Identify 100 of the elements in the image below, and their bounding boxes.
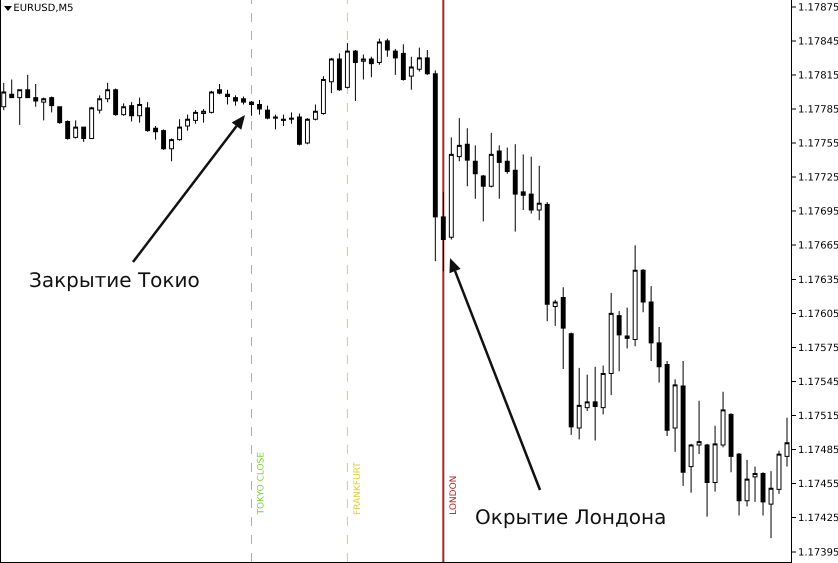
candlestick bbox=[185, 114, 190, 132]
candlestick bbox=[73, 120, 78, 140]
candlestick bbox=[209, 90, 214, 114]
candlestick bbox=[472, 144, 478, 200]
y-tick-label: 1.17815 bbox=[798, 70, 838, 82]
candlestick bbox=[368, 56, 374, 78]
candlestick bbox=[432, 70, 438, 262]
candlestick bbox=[129, 102, 134, 122]
candlestick bbox=[416, 47, 422, 72]
candlestick bbox=[776, 450, 782, 494]
candlestick bbox=[784, 417, 790, 468]
candlestick bbox=[504, 147, 510, 174]
candlestick bbox=[640, 268, 646, 313]
candlestick bbox=[320, 76, 326, 116]
candlestick bbox=[656, 326, 662, 384]
candlestick bbox=[265, 105, 270, 120]
candlestick bbox=[600, 365, 606, 415]
candlestick bbox=[560, 286, 566, 370]
candlestick bbox=[257, 99, 262, 116]
y-tick-label: 1.17515 bbox=[798, 411, 838, 422]
candlestick bbox=[65, 120, 70, 140]
annotation: Окрытие Лондона bbox=[475, 505, 666, 529]
candlestick bbox=[536, 165, 542, 221]
candlestick bbox=[296, 113, 302, 146]
candlestick bbox=[97, 94, 102, 114]
candlestick bbox=[336, 52, 342, 92]
candlestick bbox=[728, 412, 734, 473]
candlestick bbox=[145, 102, 150, 132]
candlestick bbox=[760, 472, 766, 516]
candlestick bbox=[360, 54, 366, 80]
candlestick bbox=[344, 42, 350, 90]
candlestick bbox=[217, 84, 222, 95]
candlestick bbox=[57, 106, 62, 124]
candlestick bbox=[121, 102, 126, 116]
candlestick bbox=[169, 138, 174, 162]
y-tick-label: 1.17785 bbox=[798, 104, 838, 116]
candlestick bbox=[696, 400, 702, 455]
candlestick bbox=[488, 132, 494, 188]
candlestick bbox=[448, 136, 454, 240]
candlestick bbox=[744, 459, 750, 507]
candlestick bbox=[616, 310, 622, 372]
candlestick bbox=[520, 154, 526, 211]
y-tick-label: 1.17875 bbox=[798, 2, 838, 14]
chart-title: EURUSD,M5 bbox=[13, 2, 74, 14]
candlestick bbox=[720, 391, 726, 448]
candlestick bbox=[408, 56, 414, 90]
candlestick bbox=[177, 118, 182, 142]
candlestick bbox=[137, 97, 142, 124]
candlestick bbox=[161, 128, 166, 150]
candlestick bbox=[632, 244, 638, 347]
candlestick bbox=[440, 191, 446, 272]
candlestick bbox=[528, 156, 534, 214]
candlestick bbox=[81, 126, 86, 142]
candlestick bbox=[688, 443, 694, 494]
y-tick-label: 1.17575 bbox=[798, 342, 838, 354]
candlestick bbox=[352, 49, 358, 102]
candlestick bbox=[201, 108, 206, 124]
candlestick bbox=[33, 84, 38, 108]
candlestick bbox=[273, 114, 278, 130]
y-tick-label: 1.17665 bbox=[798, 240, 838, 252]
annotation: TOKYO CLOSE bbox=[256, 452, 266, 516]
candlestick bbox=[193, 110, 198, 124]
candlestick bbox=[400, 44, 406, 82]
candlestick bbox=[584, 374, 590, 412]
y-tick-label: 1.17695 bbox=[798, 206, 838, 218]
candlestick bbox=[25, 74, 30, 98]
y-tick-label: 1.17725 bbox=[798, 172, 838, 184]
y-tick-label: 1.17455 bbox=[798, 479, 838, 490]
candlestick bbox=[233, 94, 238, 106]
y-tick-label: 1.17425 bbox=[798, 513, 838, 524]
candlestick bbox=[704, 443, 710, 518]
candlestick bbox=[289, 112, 294, 124]
candlestick bbox=[105, 82, 110, 103]
candlestick bbox=[304, 118, 310, 145]
candlestick bbox=[113, 88, 118, 116]
candlestick bbox=[512, 144, 518, 232]
y-tick-label: 1.17605 bbox=[798, 308, 838, 320]
candlestick bbox=[384, 38, 390, 58]
candlestick bbox=[153, 126, 158, 140]
candlestick bbox=[89, 106, 94, 140]
candlestick bbox=[464, 128, 470, 187]
y-tick-label: 1.17635 bbox=[798, 274, 838, 286]
candlestick bbox=[241, 96, 246, 105]
y-tick-label: 1.17485 bbox=[798, 445, 838, 456]
candlestick bbox=[376, 38, 382, 66]
candlestick bbox=[576, 367, 582, 440]
candlestick bbox=[312, 104, 318, 121]
candlestick bbox=[9, 78, 14, 98]
candlestick bbox=[672, 378, 678, 452]
candlestick bbox=[281, 114, 286, 127]
y-tick-label: 1.17545 bbox=[798, 376, 838, 388]
y-tick-label: 1.17845 bbox=[798, 36, 838, 48]
annotation: FRANKFURT bbox=[352, 462, 363, 515]
candlestick bbox=[624, 307, 630, 350]
candlestick bbox=[392, 48, 398, 76]
candlestick bbox=[712, 425, 718, 492]
candlestick bbox=[424, 49, 430, 76]
candlestick bbox=[17, 89, 22, 126]
candlestick bbox=[496, 144, 502, 200]
y-tick-label: 1.17755 bbox=[798, 138, 838, 150]
